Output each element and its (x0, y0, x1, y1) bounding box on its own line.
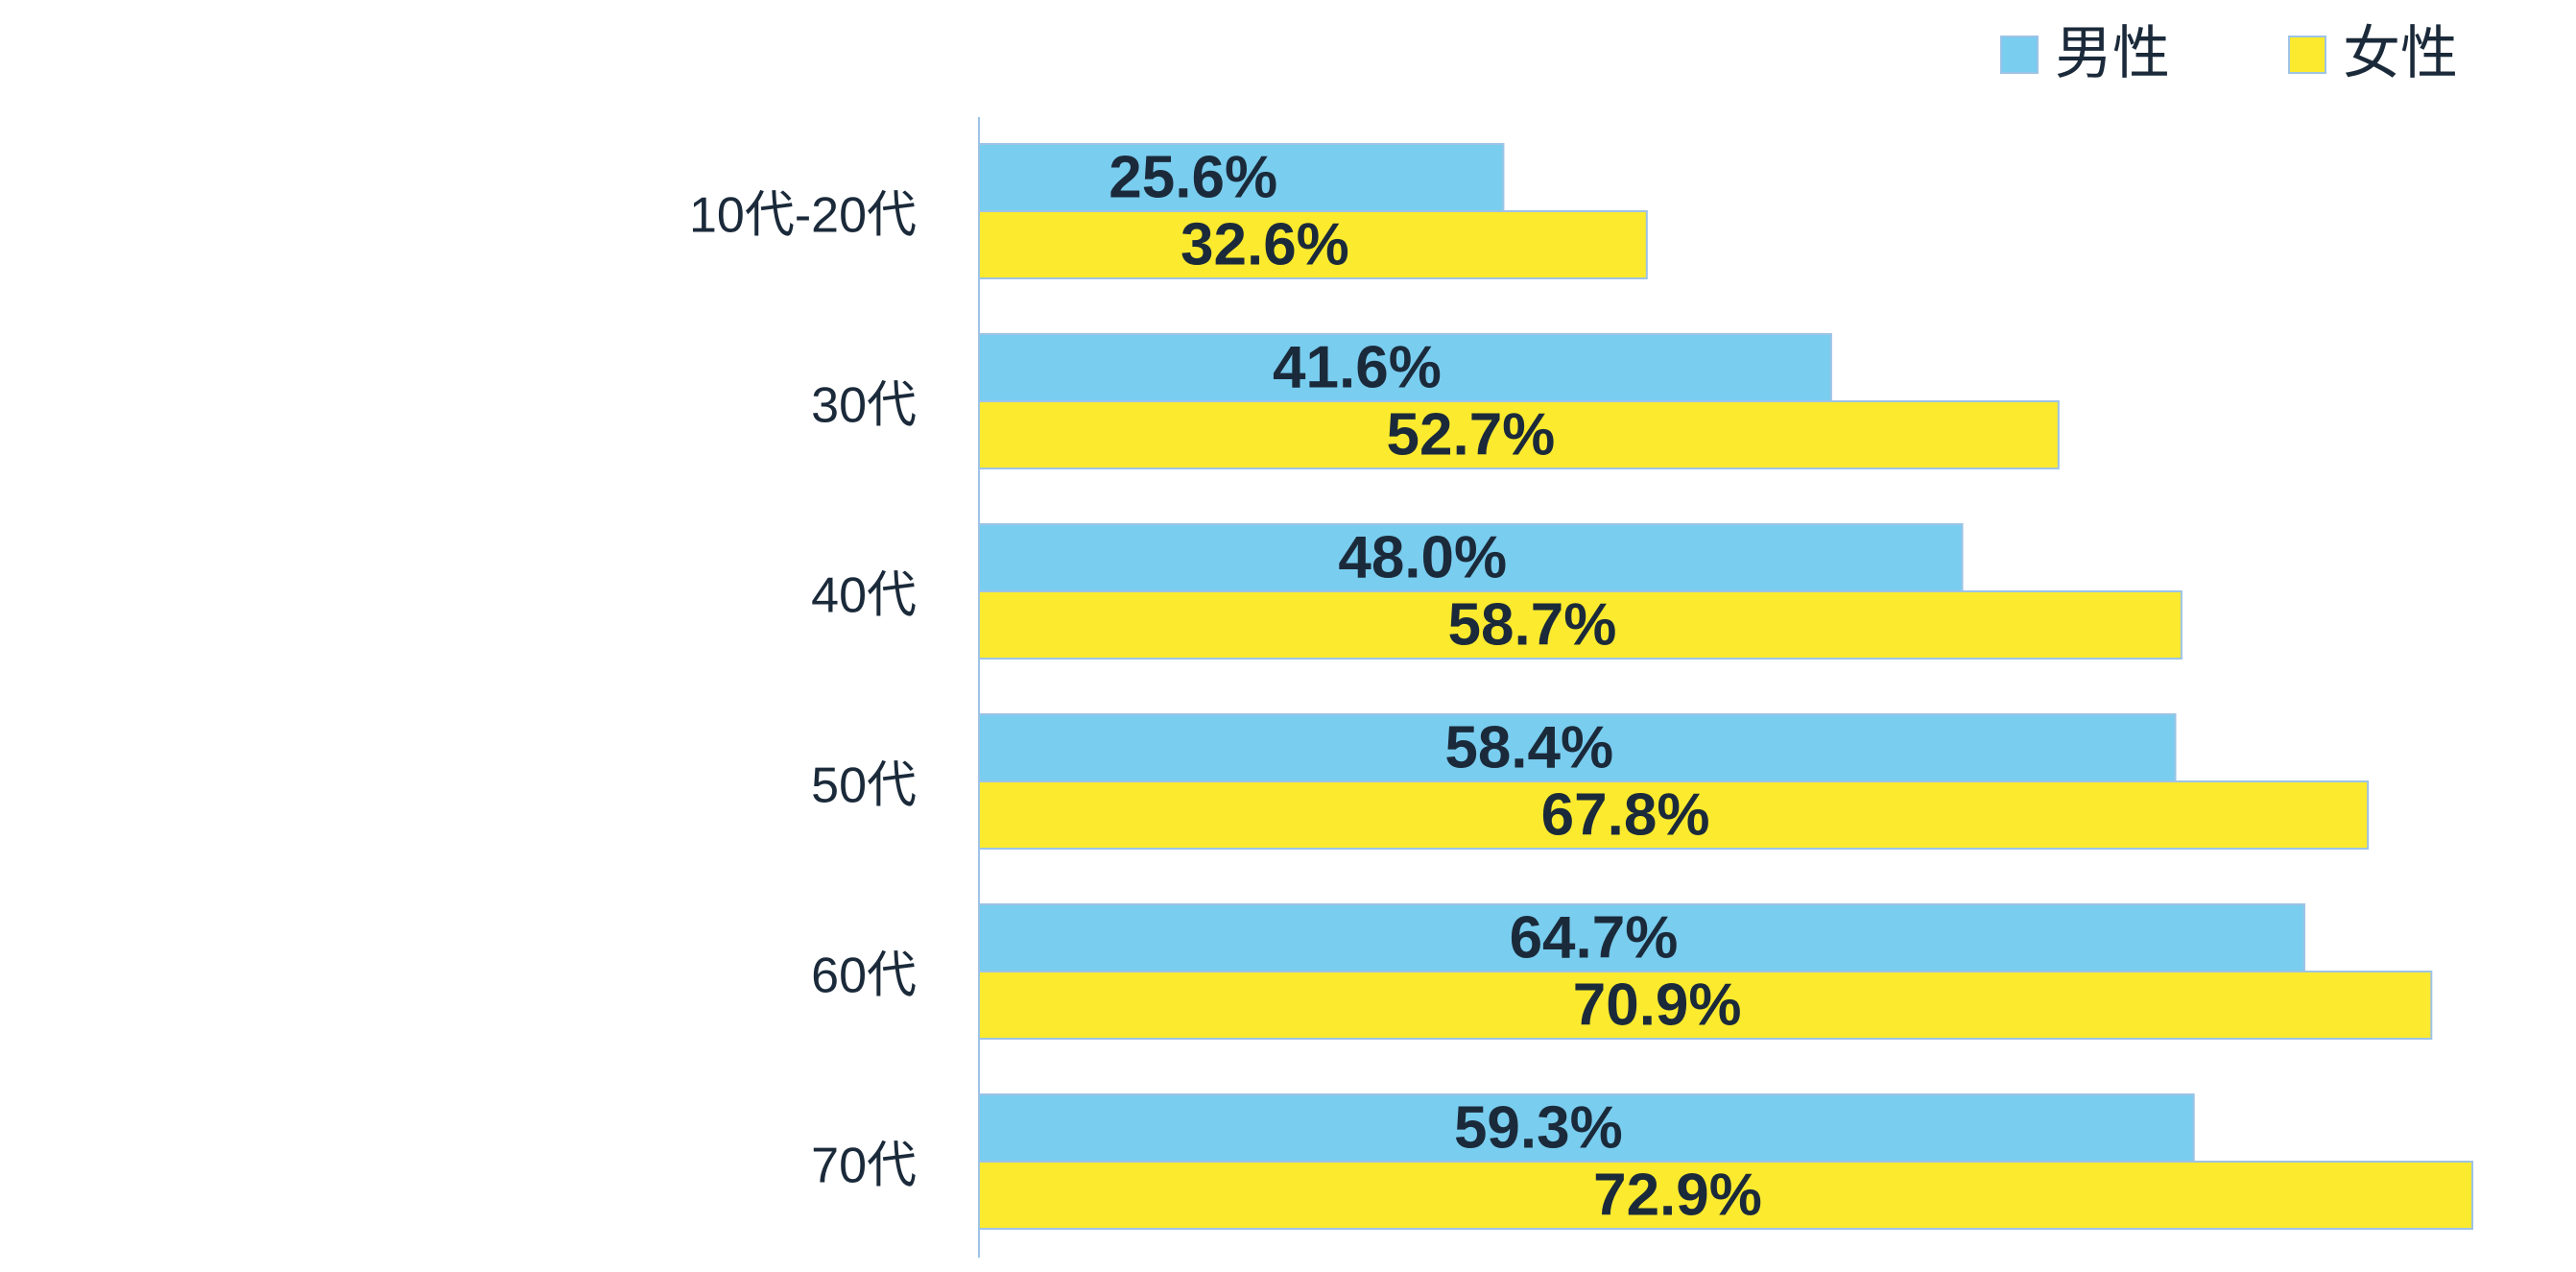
bar-female (978, 971, 2433, 1040)
data-label: 70.9% (1573, 972, 1742, 1038)
bar-female (978, 210, 1648, 279)
category-label: 40代 (811, 568, 917, 624)
bar-female (978, 590, 2182, 660)
bar-female (978, 1161, 2473, 1230)
data-label: 72.9% (1593, 1162, 1762, 1228)
data-label: 48.0% (1338, 524, 1507, 590)
category-label: 70代 (811, 1139, 917, 1194)
data-label: 64.7% (1510, 904, 1679, 971)
data-label: 25.6% (1109, 144, 1277, 210)
category-label: 60代 (811, 948, 917, 1004)
data-label: 67.8% (1541, 781, 1710, 848)
legend-swatch (2288, 36, 2326, 74)
category-label: 10代-20代 (689, 188, 917, 244)
data-label: 52.7% (1387, 401, 1556, 468)
data-label: 59.3% (1454, 1094, 1623, 1161)
category-label: 30代 (811, 378, 917, 434)
category-label: 50代 (811, 758, 917, 814)
bar-male (978, 903, 2305, 972)
data-label: 58.7% (1448, 591, 1617, 658)
bar-female (978, 400, 2060, 469)
data-label: 32.6% (1181, 211, 1349, 277)
bar-male (978, 713, 2177, 782)
legend-swatch (2000, 36, 2039, 74)
legend-label: 女性 (2343, 21, 2458, 85)
bar-female (978, 780, 2370, 850)
bar-male (978, 523, 1964, 592)
legend-label: 男性 (2055, 21, 2170, 85)
data-label: 41.6% (1273, 334, 1442, 400)
bar-male (978, 1093, 2195, 1163)
data-label: 58.4% (1444, 714, 1613, 780)
